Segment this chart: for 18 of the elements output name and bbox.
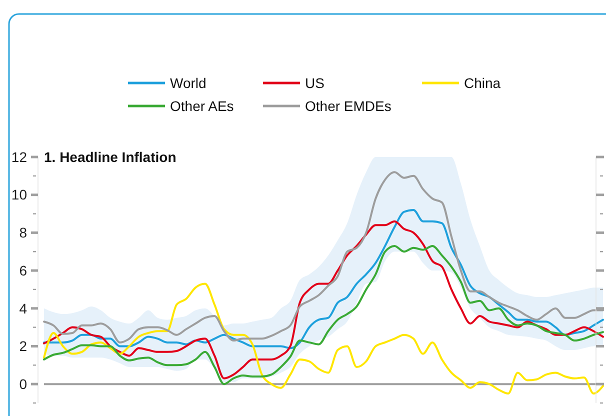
chart-title: 1. Headline Inflation bbox=[44, 149, 176, 165]
y-tick-label: 12 bbox=[11, 148, 28, 165]
y-tick-label: 4 bbox=[19, 300, 28, 316]
y-tick-label: 8 bbox=[19, 224, 28, 241]
legend-label: Other EMDEs bbox=[305, 98, 392, 114]
y-tick-label: 2 bbox=[19, 338, 28, 354]
line-series bbox=[43, 282, 604, 395]
line-series bbox=[43, 171, 604, 344]
legend-label: China bbox=[464, 74, 501, 91]
legend-label: World bbox=[170, 74, 206, 91]
line-series bbox=[43, 244, 604, 386]
y-tick-label: 0 bbox=[19, 376, 28, 392]
y-tick-label: 10 bbox=[11, 186, 28, 203]
legend-label: Other AEs bbox=[170, 98, 234, 114]
line-series bbox=[43, 220, 604, 380]
line-series bbox=[43, 208, 604, 350]
y-tick-label: 6 bbox=[19, 262, 28, 278]
legend-label: US bbox=[305, 74, 324, 91]
